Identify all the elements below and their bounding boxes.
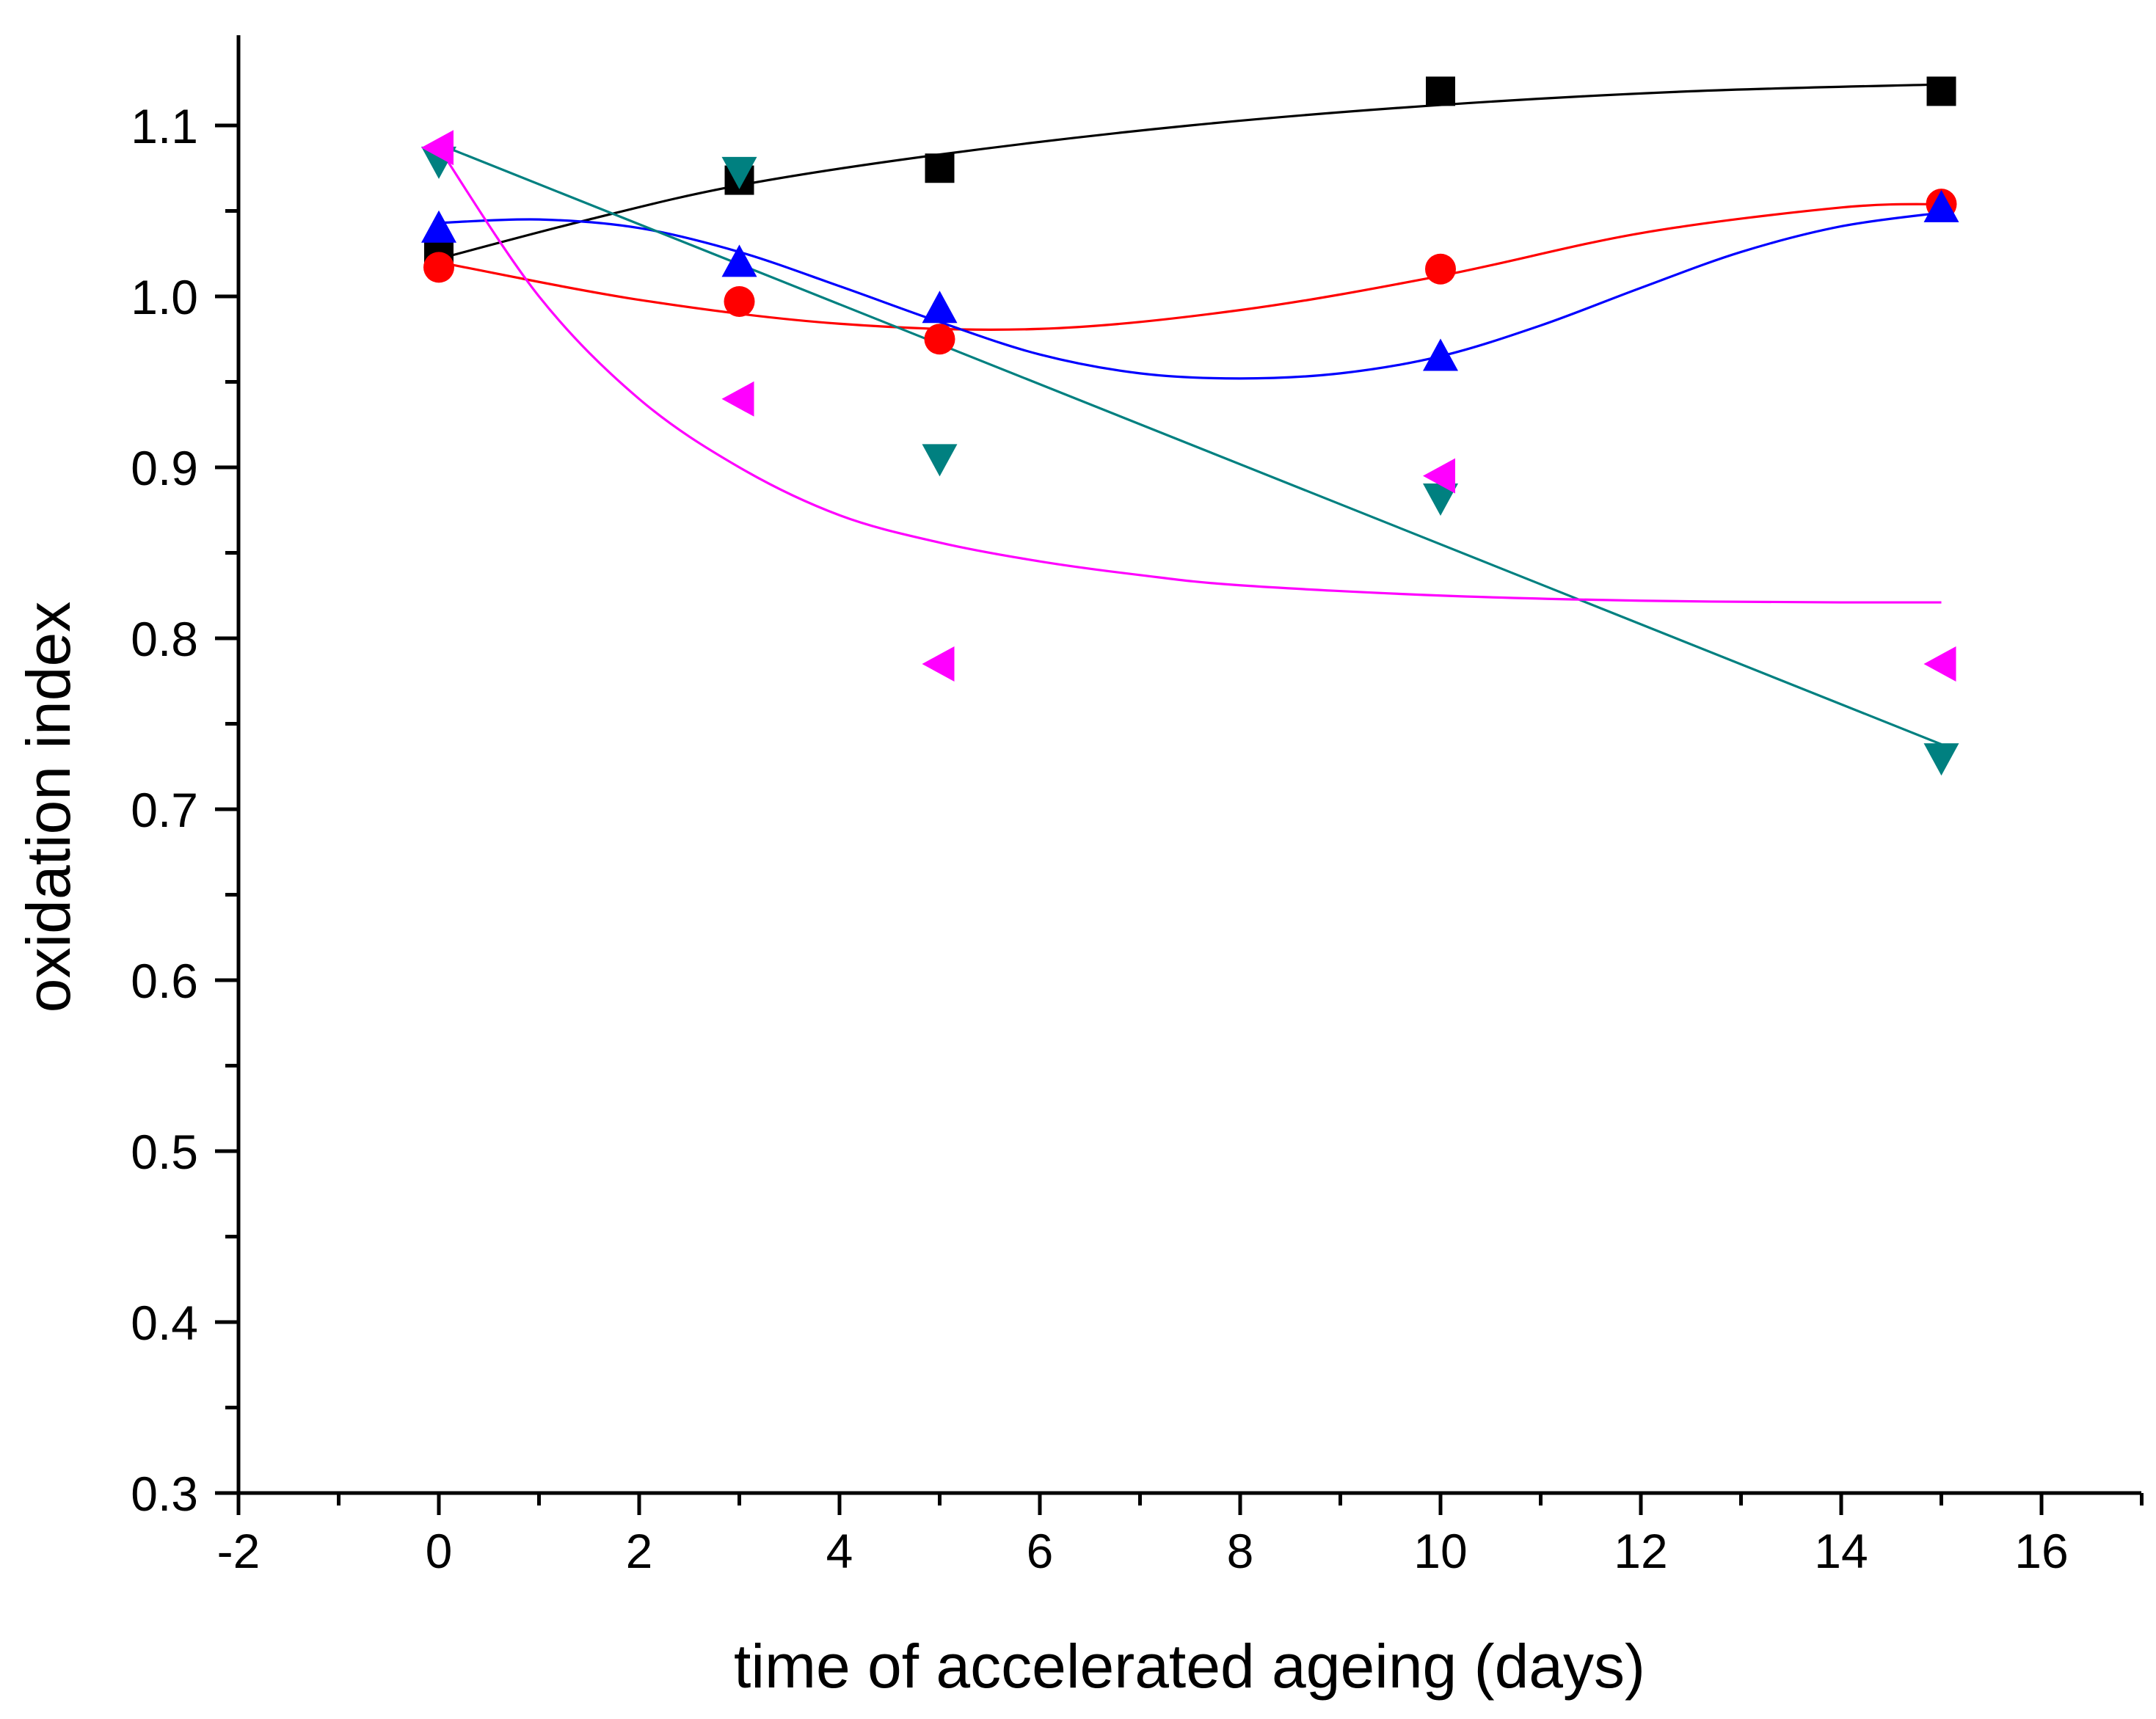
- x-tick-label: -2: [217, 1524, 261, 1578]
- x-tick-label: 10: [1413, 1524, 1467, 1578]
- data-point-series-2: [423, 252, 454, 283]
- data-point-series-5: [922, 646, 955, 682]
- data-point-series-1: [1426, 76, 1455, 106]
- data-point-series-4: [922, 444, 958, 477]
- x-tick-label: 6: [1027, 1524, 1054, 1578]
- fit-line-series-5: [437, 147, 1942, 604]
- y-tick-label: 0.7: [131, 783, 198, 837]
- x-tick-label: 16: [2014, 1524, 2068, 1578]
- y-tick-label: 0.9: [131, 441, 198, 495]
- fit-line-series-3: [438, 211, 1942, 380]
- fit-lines: [437, 83, 1942, 745]
- y-tick-label: 0.8: [131, 612, 198, 666]
- x-axis-title: time of accelerated ageing (days): [734, 1632, 1645, 1701]
- fit-line-series-4: [438, 143, 1942, 745]
- y-axis-title: oxidation index: [14, 602, 83, 1012]
- data-point-series-3: [922, 291, 958, 324]
- data-point-series-3: [1923, 189, 1959, 222]
- y-tick-label: 1.1: [131, 99, 198, 153]
- x-tick-label: 0: [426, 1524, 453, 1578]
- data-point-series-3: [721, 244, 757, 277]
- data-point-series-4: [1923, 743, 1959, 776]
- x-axis-ticks: -2 0 2 4 6 8 10 12 14 16: [217, 1493, 2144, 1578]
- y-tick-label: 0.3: [131, 1467, 198, 1521]
- x-tick-label: 2: [626, 1524, 653, 1578]
- data-point-series-5: [1923, 646, 1956, 682]
- data-points: [421, 76, 1959, 776]
- fit-line-series-2: [438, 202, 1942, 332]
- data-point-series-5: [421, 130, 454, 166]
- data-point-series-2: [924, 324, 955, 355]
- y-tick-label: 0.4: [131, 1296, 198, 1350]
- data-point-series-4: [721, 156, 757, 189]
- data-point-series-3: [1423, 338, 1458, 371]
- data-point-series-2: [1425, 253, 1456, 285]
- data-point-series-1: [1926, 76, 1956, 106]
- y-axis-ticks: 0.3 0.4 0.5 0.6 0.7 0.8 0.9 1.0 1.1: [131, 99, 238, 1521]
- x-tick-label: 4: [826, 1524, 853, 1578]
- x-tick-label: 8: [1227, 1524, 1254, 1578]
- x-tick-label: 14: [1814, 1524, 1868, 1578]
- data-point-series-5: [721, 381, 754, 417]
- x-tick-label: 12: [1614, 1524, 1667, 1578]
- plot-frame: [236, 35, 2141, 1495]
- data-point-series-2: [724, 285, 755, 317]
- data-point-series-1: [925, 153, 955, 183]
- y-tick-label: 0.6: [131, 954, 198, 1008]
- y-tick-label: 1.0: [131, 270, 198, 324]
- data-point-series-4: [1423, 483, 1458, 516]
- data-point-series-3: [421, 210, 456, 243]
- data-point-series-5: [1423, 458, 1455, 494]
- fit-line-series-1: [438, 83, 1942, 260]
- y-tick-label: 0.5: [131, 1125, 198, 1179]
